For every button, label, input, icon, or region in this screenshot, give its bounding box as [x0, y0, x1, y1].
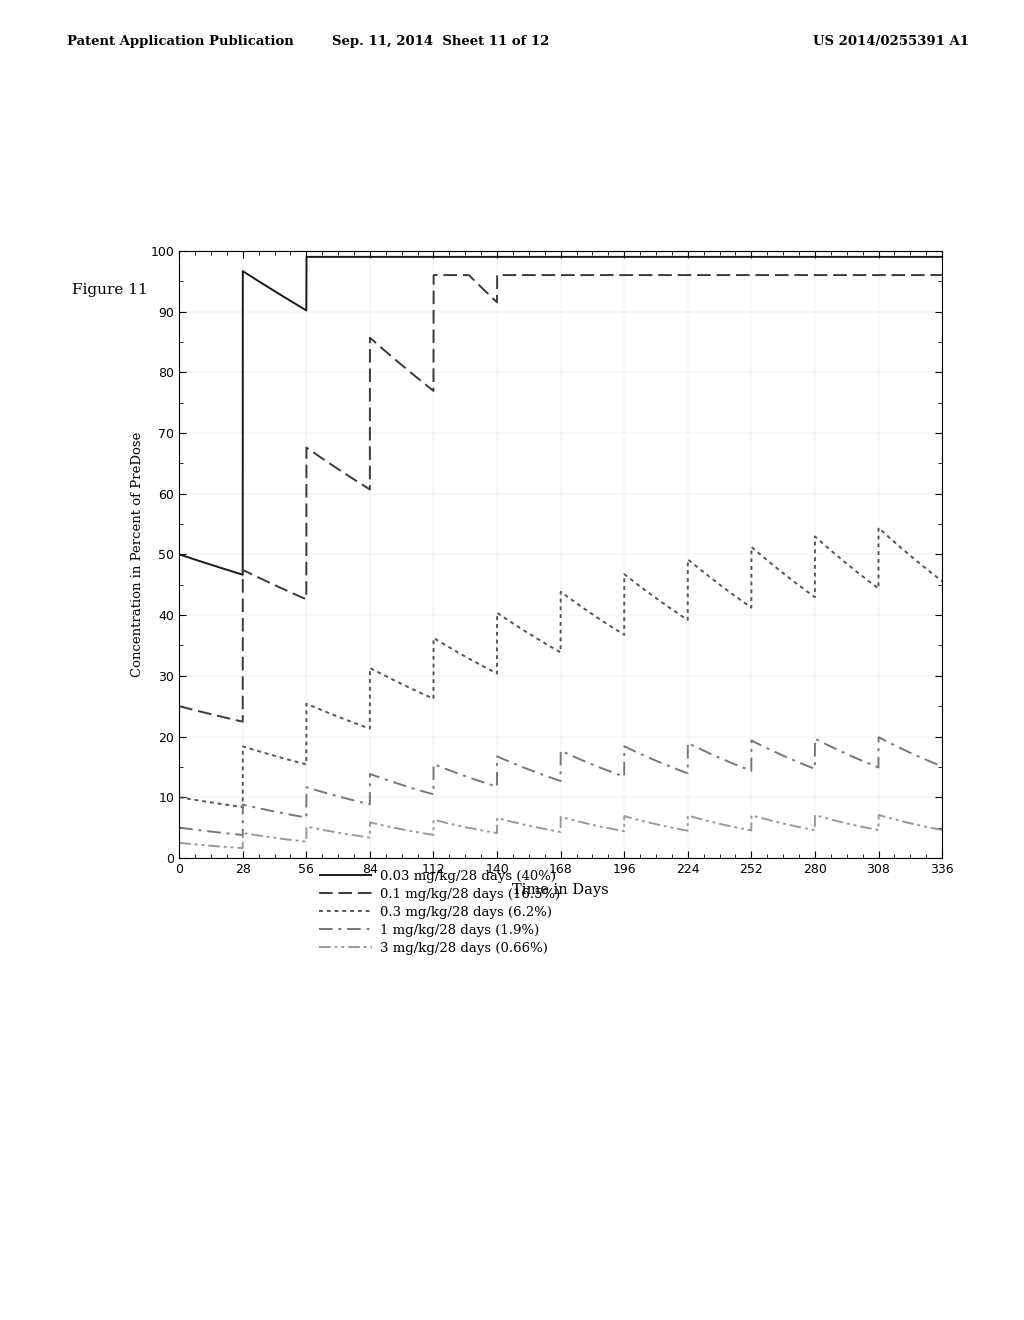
Text: US 2014/0255391 A1: US 2014/0255391 A1 [813, 36, 969, 49]
Text: Sep. 11, 2014  Sheet 11 of 12: Sep. 11, 2014 Sheet 11 of 12 [332, 36, 549, 49]
Text: Figure 11: Figure 11 [72, 284, 147, 297]
Y-axis label: Concentration in Percent of PreDose: Concentration in Percent of PreDose [130, 432, 143, 677]
Text: Patent Application Publication: Patent Application Publication [67, 36, 293, 49]
X-axis label: Time in Days: Time in Days [512, 883, 609, 896]
Legend: 0.03 mg/kg/28 days (40%), 0.1 mg/kg/28 days (16.5%), 0.3 mg/kg/28 days (6.2%), 1: 0.03 mg/kg/28 days (40%), 0.1 mg/kg/28 d… [313, 865, 565, 961]
